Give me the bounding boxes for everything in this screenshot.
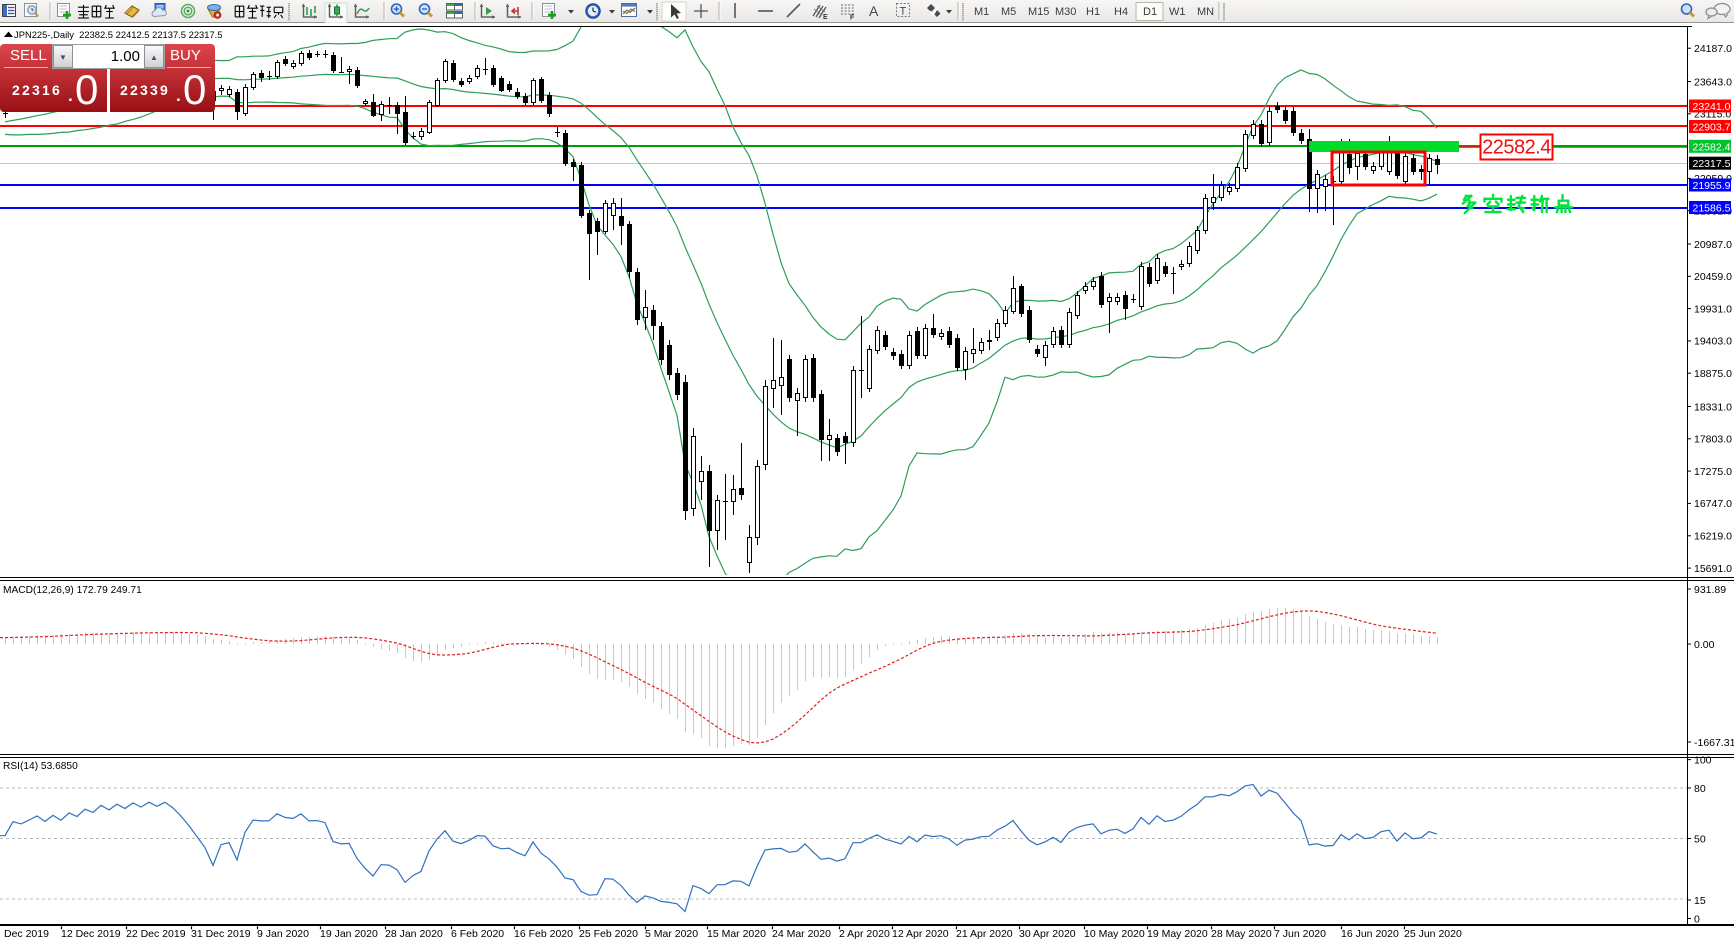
svg-text:W1: W1 [1169,6,1186,18]
svg-text:18331.0: 18331.0 [1694,401,1732,413]
svg-text:-1667.31: -1667.31 [1694,737,1734,749]
svg-text:F: F [850,15,855,22]
svg-text:16219.0: 16219.0 [1694,531,1732,543]
svg-text:22582.4: 22582.4 [1482,137,1551,159]
svg-text:H1: H1 [1086,6,1100,18]
svg-text:21586.5: 21586.5 [1693,203,1731,215]
svg-text:16 Jun 2020: 16 Jun 2020 [1341,928,1399,940]
svg-text:25 Jun 2020: 25 Jun 2020 [1404,928,1462,940]
svg-text:931.89: 931.89 [1694,584,1726,596]
svg-text:18875.0: 18875.0 [1694,368,1732,380]
svg-text:MN: MN [1197,6,1214,18]
svg-text:JPN225-,Daily 22382.5 22412.5: JPN225-,Daily 22382.5 22412.5 22137.5 22… [14,29,223,40]
svg-text:50: 50 [1694,833,1706,845]
svg-text:M5: M5 [1001,6,1016,18]
svg-text:A: A [869,3,879,19]
svg-text:9 Jan 2020: 9 Jan 2020 [257,928,309,940]
svg-text:M1: M1 [974,6,989,18]
svg-text:80: 80 [1694,783,1706,795]
svg-text:19 May 2020: 19 May 2020 [1147,928,1208,940]
svg-text:17803.0: 17803.0 [1694,434,1732,446]
svg-text:6 Feb 2020: 6 Feb 2020 [451,928,504,940]
svg-text:H4: H4 [1114,6,1128,18]
svg-text:15: 15 [1694,895,1706,907]
svg-text:25 Feb 2020: 25 Feb 2020 [579,928,638,940]
svg-text:7 Jun 2020: 7 Jun 2020 [1274,928,1326,940]
svg-text:23643.0: 23643.0 [1694,76,1732,88]
svg-text:22 Dec 2019: 22 Dec 2019 [126,928,186,940]
svg-text:100: 100 [1694,754,1712,766]
svg-text:T: T [900,6,907,18]
svg-text:M30: M30 [1055,6,1076,18]
svg-text:31 Dec 2019: 31 Dec 2019 [191,928,251,940]
svg-text:17275.0: 17275.0 [1694,466,1732,478]
svg-text:28 May 2020: 28 May 2020 [1211,928,1272,940]
svg-text:12 Dec 2019: 12 Dec 2019 [61,928,121,940]
svg-text:22903.7: 22903.7 [1693,122,1731,134]
svg-text:10 May 2020: 10 May 2020 [1084,928,1145,940]
svg-text:RSI(14) 53.6850: RSI(14) 53.6850 [3,761,78,772]
svg-text:0: 0 [1694,913,1700,925]
svg-text:19403.0: 19403.0 [1694,336,1732,348]
svg-text:24 Mar 2020: 24 Mar 2020 [772,928,831,940]
svg-text:0.00: 0.00 [1694,639,1715,651]
svg-text:M15: M15 [1028,6,1049,18]
svg-text:23241.0: 23241.0 [1693,101,1731,113]
svg-text:20459.0: 20459.0 [1694,271,1732,283]
svg-text:16 Feb 2020: 16 Feb 2020 [514,928,573,940]
svg-text:5 Mar 2020: 5 Mar 2020 [645,928,698,940]
svg-text:2 Apr 2020: 2 Apr 2020 [839,928,890,940]
svg-text:15691.0: 15691.0 [1694,563,1732,575]
svg-text:30 Apr 2020: 30 Apr 2020 [1019,928,1076,940]
svg-text:21955.9: 21955.9 [1693,180,1731,192]
svg-text:19 Jan 2020: 19 Jan 2020 [320,928,378,940]
svg-text:24187.0: 24187.0 [1694,43,1732,55]
svg-text:22582.4: 22582.4 [1693,141,1731,153]
svg-text:22317.5: 22317.5 [1693,158,1731,170]
svg-text:19931.0: 19931.0 [1694,303,1732,315]
svg-text:20987.0: 20987.0 [1694,239,1732,251]
svg-text:16747.0: 16747.0 [1694,498,1732,510]
svg-text:MACD(12,26,9) 172.79 249.71: MACD(12,26,9) 172.79 249.71 [3,585,142,596]
svg-text:15 Mar 2020: 15 Mar 2020 [707,928,766,940]
svg-text:E: E [823,14,828,21]
svg-text:21 Apr 2020: 21 Apr 2020 [956,928,1013,940]
svg-text:28 Jan 2020: 28 Jan 2020 [385,928,443,940]
svg-text:12 Apr 2020: 12 Apr 2020 [892,928,949,940]
svg-text:Dec 2019: Dec 2019 [4,928,49,940]
svg-text:D1: D1 [1143,6,1157,18]
